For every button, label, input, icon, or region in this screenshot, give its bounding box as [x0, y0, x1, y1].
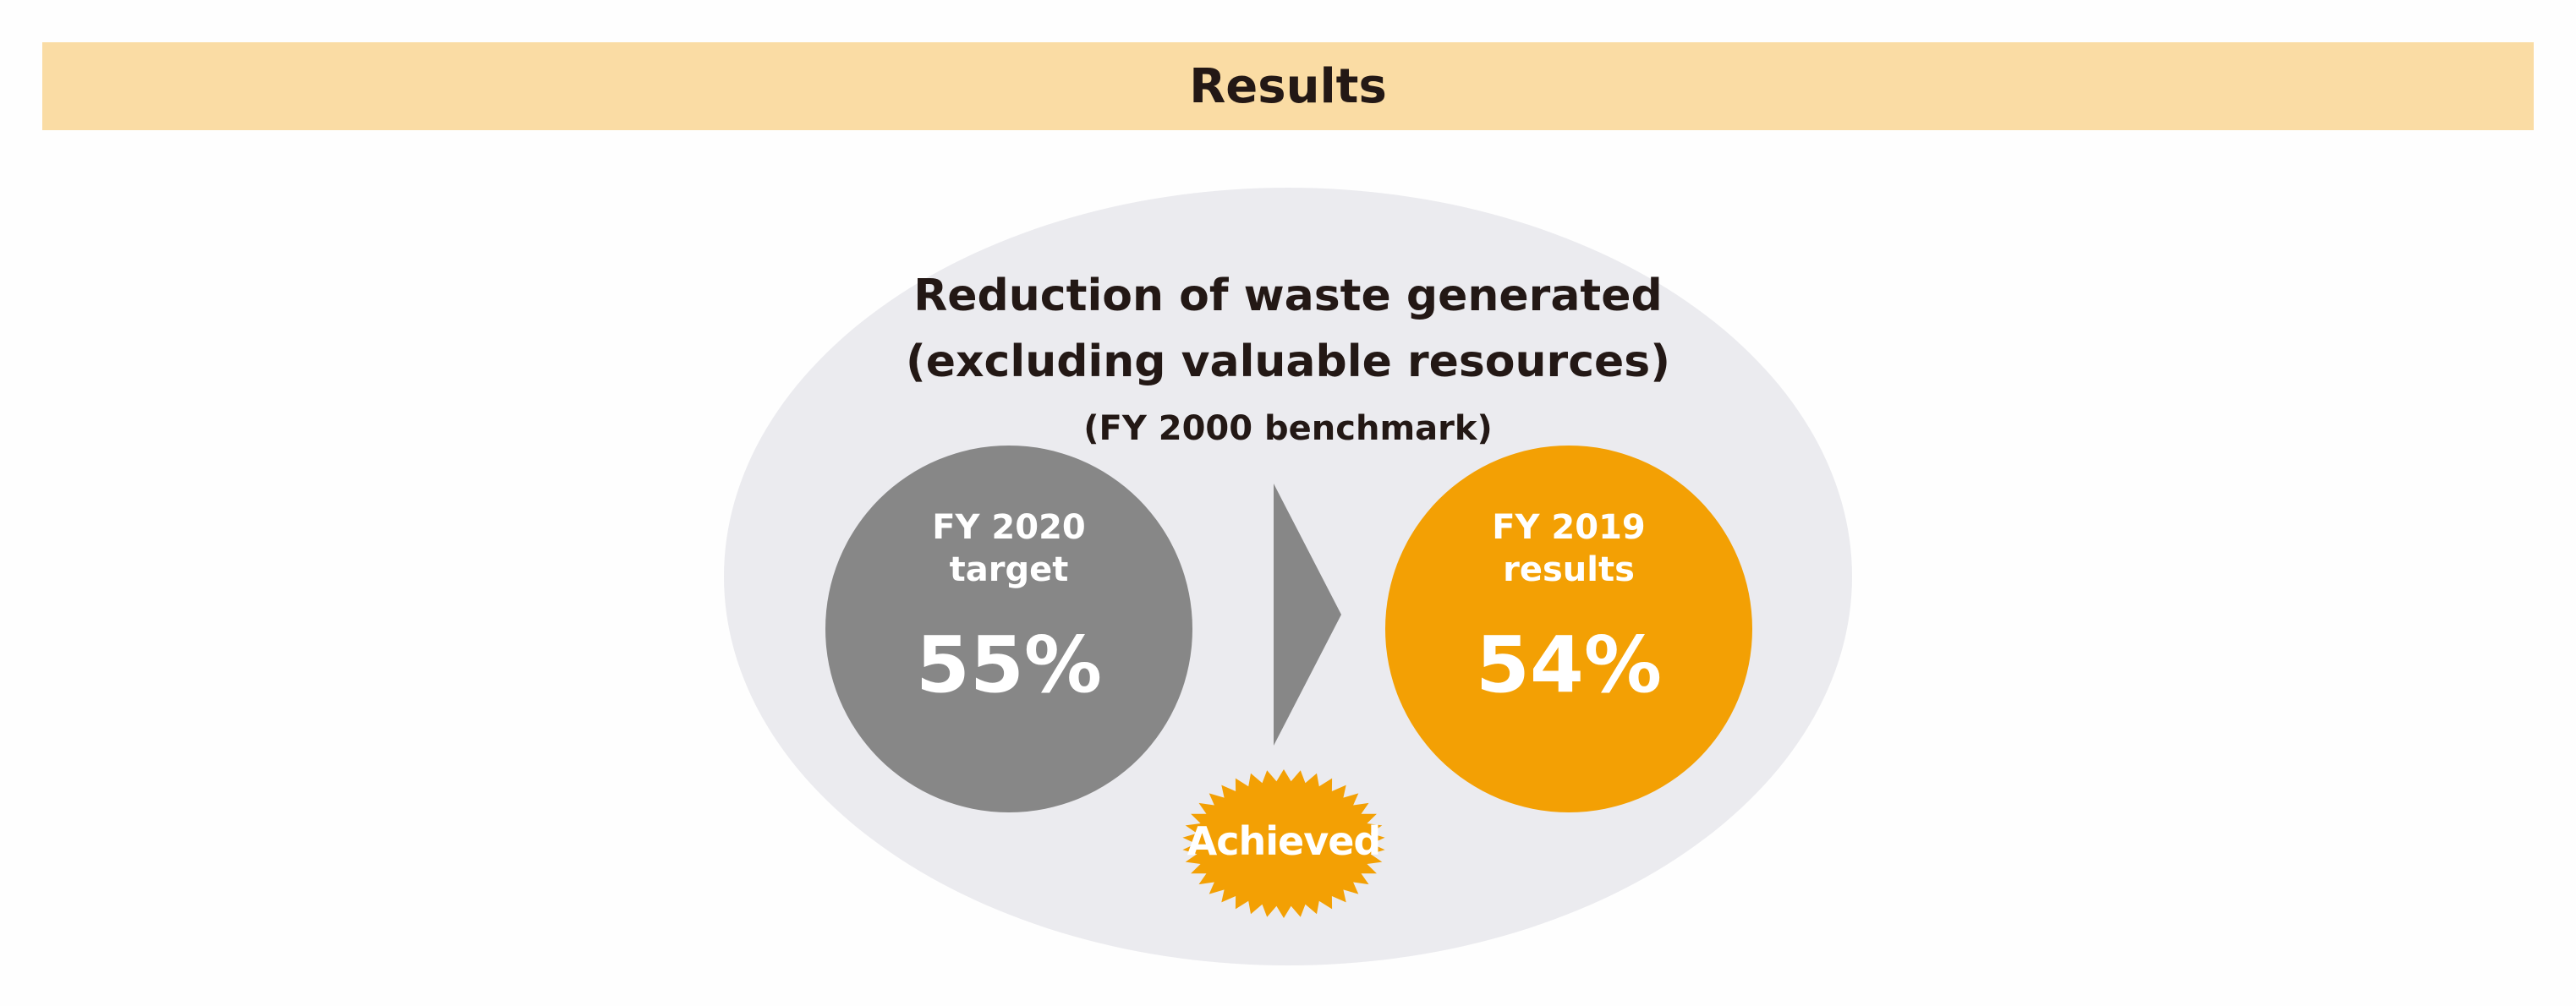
diagram-heading-benchmark: (FY 2000 benchmark) [1083, 409, 1493, 448]
target-circle: FY 2020 target 55% [825, 446, 1192, 812]
arrow-right-icon [1274, 484, 1341, 746]
results-title: Results [1189, 58, 1387, 114]
diagram-heading-line1: Reduction of waste generated [913, 271, 1663, 321]
achieved-starburst-badge [1182, 769, 1385, 918]
target-label: FY 2020 target [825, 506, 1192, 591]
target-value: 55% [915, 620, 1103, 710]
results-label-kind: results [1503, 550, 1635, 589]
results-label: FY 2019 results [1385, 506, 1752, 591]
results-value: 54% [1475, 620, 1663, 710]
achieved-badge-label: Achieved [1187, 818, 1382, 864]
results-circle: FY 2019 results 54% [1385, 446, 1752, 812]
results-label-year: FY 2019 [1492, 508, 1646, 547]
target-label-kind: target [949, 550, 1069, 589]
target-label-year: FY 2020 [932, 508, 1086, 547]
diagram-heading-line2: (excluding valuable resources) [905, 336, 1671, 387]
results-banner: Results [42, 42, 2534, 130]
